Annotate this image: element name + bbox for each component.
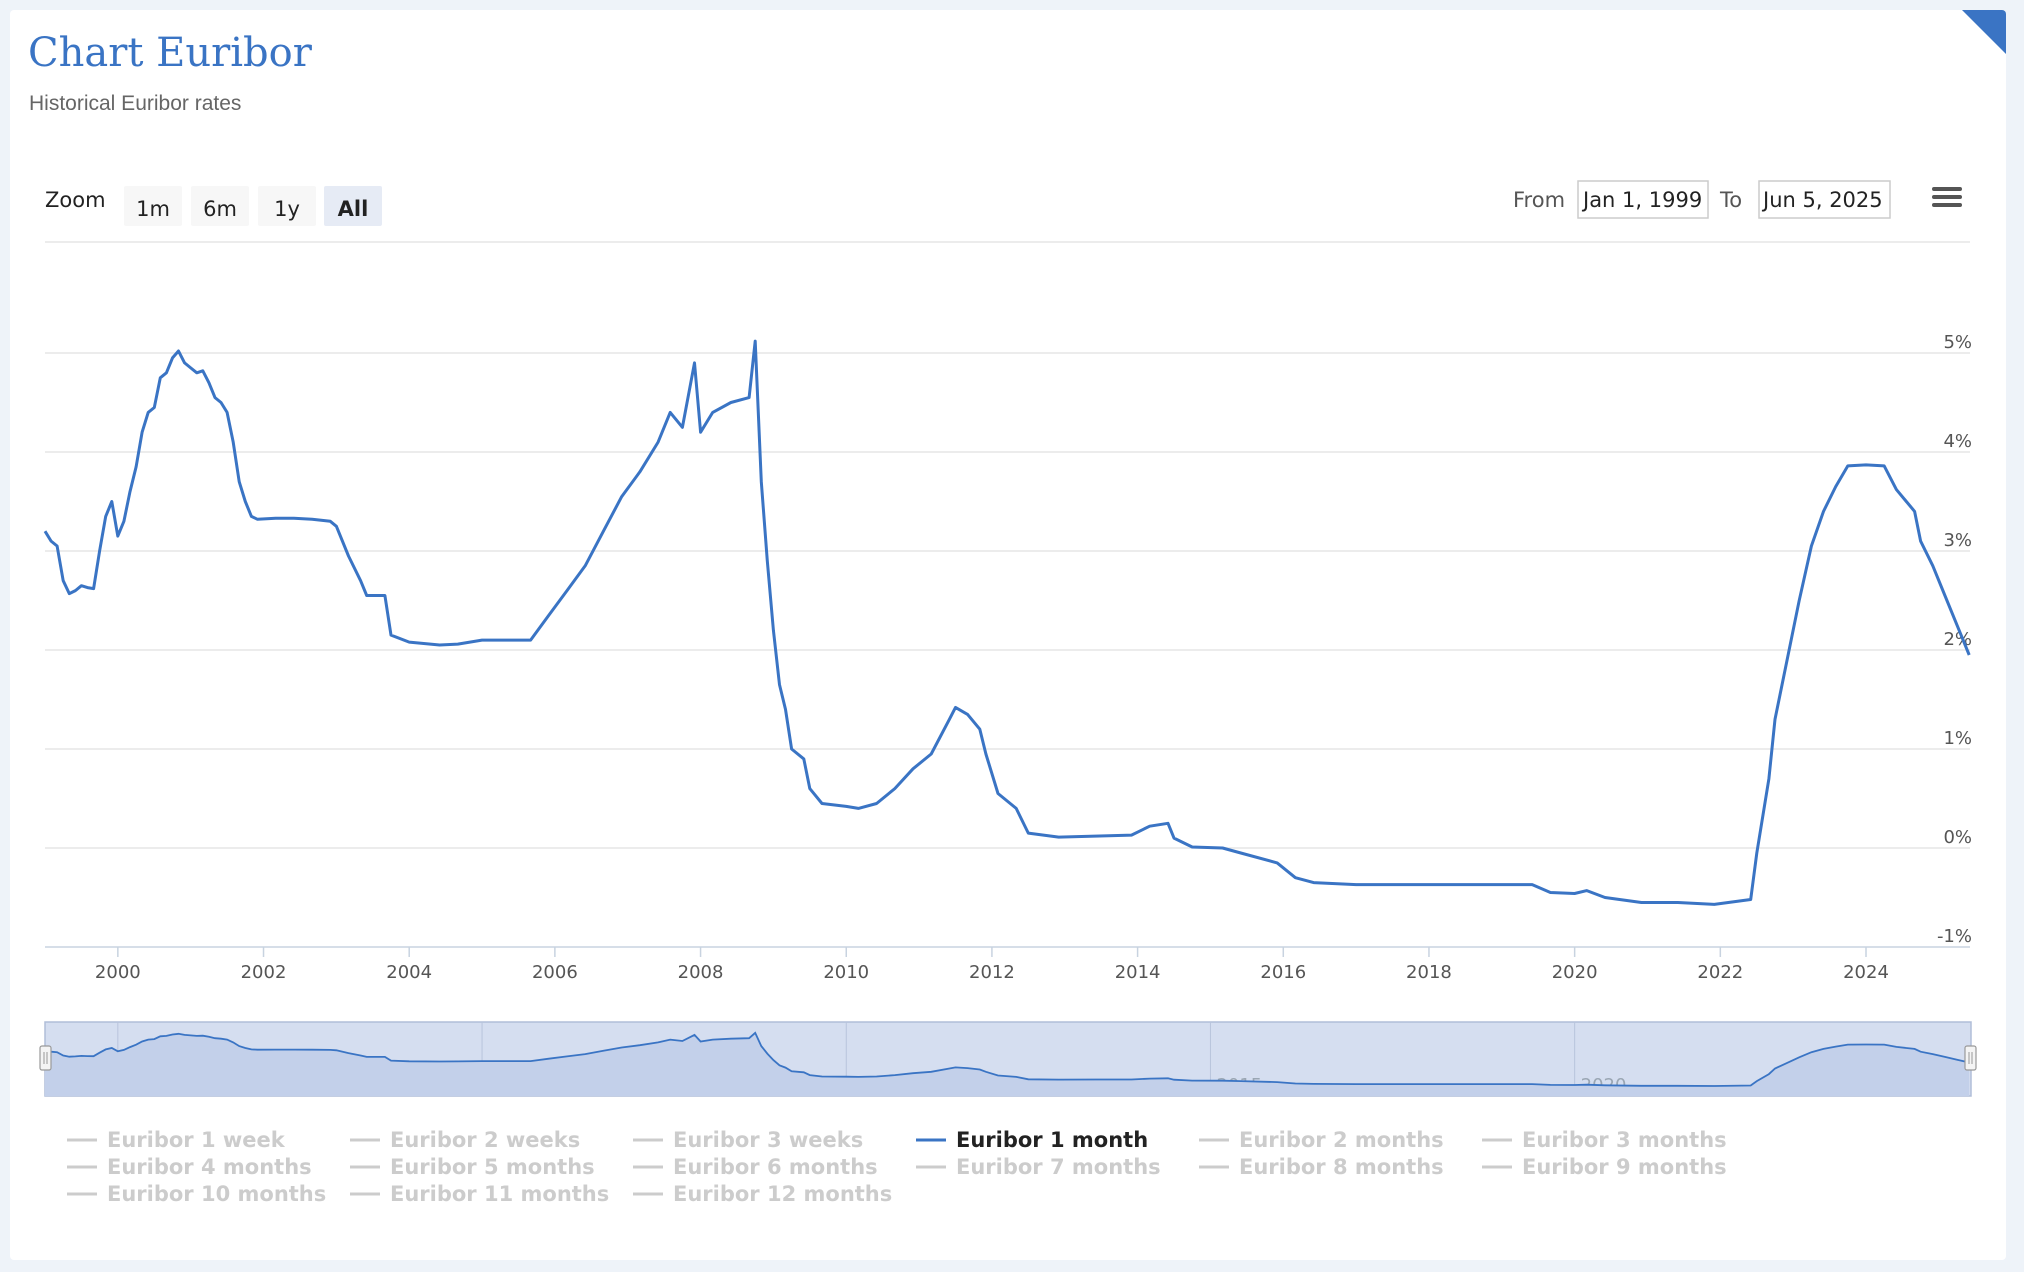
legend-item-euribor-10-months[interactable]: Euribor 10 months xyxy=(67,1182,326,1206)
legend-label: Euribor 8 months xyxy=(1239,1155,1444,1179)
legend-item-euribor-5-months[interactable]: Euribor 5 months xyxy=(350,1155,595,1179)
legend-label: Euribor 11 months xyxy=(390,1182,609,1206)
legend-label: Euribor 7 months xyxy=(956,1155,1161,1179)
zoom-button-6m[interactable]: 6m xyxy=(191,186,249,226)
hamburger-menu-icon[interactable] xyxy=(1929,185,1963,211)
x-axis-ticks: 2000 2002 2004 2006 2008 2010 2012 2014 2016 2018… xyxy=(95,947,1889,983)
zoom-label: Zoom xyxy=(45,188,106,212)
x-tick-label: 2004 xyxy=(386,962,432,983)
series-line-euribor-1-month[interactable] xyxy=(43,339,1971,906)
legend-label: Euribor 2 weeks xyxy=(390,1128,580,1152)
legend-item-euribor-11-months[interactable]: Euribor 11 months xyxy=(350,1182,609,1206)
grid-lines xyxy=(45,352,1970,948)
legend-item-euribor-8-months[interactable]: Euribor 8 months xyxy=(1199,1155,1444,1179)
corner-ribbon-icon xyxy=(1962,10,2006,54)
legend-label: Euribor 4 months xyxy=(107,1155,312,1179)
x-tick-label: 2008 xyxy=(678,962,724,983)
chart-subtitle: Historical Euribor rates xyxy=(29,92,242,115)
legend-label: Euribor 1 month xyxy=(956,1128,1148,1152)
y-tick-label: 3% xyxy=(1943,530,1972,551)
x-tick-label: 2010 xyxy=(823,962,869,983)
range-to-value: Jun 5, 2025 xyxy=(1761,188,1883,212)
zoom-button-label: All xyxy=(338,197,369,221)
y-tick-label: 2% xyxy=(1943,629,1972,650)
x-tick-label: 2024 xyxy=(1843,962,1889,983)
range-from-label: From xyxy=(1513,188,1565,212)
legend-label: Euribor 9 months xyxy=(1522,1155,1727,1179)
zoom-button-label: 6m xyxy=(203,197,237,221)
y-tick-label: 1% xyxy=(1943,728,1972,749)
legend: Euribor 1 week Euribor 2 weeks Euribor 3 w… xyxy=(67,1128,1727,1206)
zoom-button-label: 1m xyxy=(136,197,170,221)
zoom-buttons: 1m 6m 1y All xyxy=(124,186,382,226)
y-axis-ticks: 5% 4% 3% 2% 1% 0% -1% xyxy=(1937,332,1972,947)
legend-item-euribor-9-months[interactable]: Euribor 9 months xyxy=(1482,1155,1727,1179)
chart-card: Chart Euribor Historical Euribor rates Z… xyxy=(10,10,2006,1260)
zoom-button-label: 1y xyxy=(274,197,300,221)
legend-label: Euribor 2 months xyxy=(1239,1128,1444,1152)
range-from-input[interactable] xyxy=(1577,180,1709,219)
navigator-line xyxy=(44,1031,1970,1087)
legend-item-euribor-1-week[interactable]: Euribor 1 week xyxy=(67,1128,286,1152)
zoom-button-1y[interactable]: 1y xyxy=(258,186,316,226)
legend-label: Euribor 12 months xyxy=(673,1182,892,1206)
x-tick-label: 2012 xyxy=(969,962,1015,983)
x-tick-label: 2002 xyxy=(241,962,287,983)
legend-label: Euribor 6 months xyxy=(673,1155,878,1179)
navigator-handle-right[interactable] xyxy=(1964,1045,1977,1071)
legend-label: Euribor 1 week xyxy=(107,1128,286,1152)
x-tick-label: 2016 xyxy=(1260,962,1306,983)
x-tick-label: 2006 xyxy=(532,962,578,983)
navigator[interactable]: 20002005201020152020 xyxy=(39,1021,1977,1097)
legend-item-euribor-3-months[interactable]: Euribor 3 months xyxy=(1482,1128,1727,1152)
zoom-button-all[interactable]: All xyxy=(324,186,382,226)
legend-item-euribor-12-months[interactable]: Euribor 12 months xyxy=(633,1182,892,1206)
x-tick-label: 2000 xyxy=(95,962,141,983)
x-tick-label: 2014 xyxy=(1115,962,1161,983)
legend-item-euribor-6-months[interactable]: Euribor 6 months xyxy=(633,1155,878,1179)
chart-svg: Zoom 1m 6m 1y All From Jan 1, 1999 To Jun 5… xyxy=(39,180,1977,1206)
x-tick-label: 2022 xyxy=(1697,962,1743,983)
y-tick-label: 4% xyxy=(1943,431,1972,452)
x-tick-label: 2020 xyxy=(1552,962,1598,983)
legend-item-euribor-3-weeks[interactable]: Euribor 3 weeks xyxy=(633,1128,863,1152)
legend-label: Euribor 3 weeks xyxy=(673,1128,863,1152)
range-to-label: To xyxy=(1719,188,1742,212)
legend-item-euribor-2-months[interactable]: Euribor 2 months xyxy=(1199,1128,1444,1152)
navigator-area xyxy=(45,1032,1970,1096)
legend-label: Euribor 10 months xyxy=(107,1182,326,1206)
y-tick-label: 5% xyxy=(1943,332,1972,353)
navigator-handle-left[interactable] xyxy=(39,1045,52,1071)
legend-item-euribor-2-weeks[interactable]: Euribor 2 weeks xyxy=(350,1128,580,1152)
range-to-input[interactable] xyxy=(1758,180,1891,219)
y-tick-label: 0% xyxy=(1943,827,1972,848)
y-tick-label: -1% xyxy=(1937,926,1972,947)
range-from-value: Jan 1, 1999 xyxy=(1581,188,1702,212)
legend-label: Euribor 3 months xyxy=(1522,1128,1727,1152)
legend-item-euribor-7-months[interactable]: Euribor 7 months xyxy=(916,1155,1161,1179)
zoom-button-1m[interactable]: 1m xyxy=(124,186,182,226)
legend-item-euribor-4-months[interactable]: Euribor 4 months xyxy=(67,1155,312,1179)
x-tick-label: 2018 xyxy=(1406,962,1452,983)
chart-title: Chart Euribor xyxy=(28,30,312,76)
legend-item-euribor-1-month[interactable]: Euribor 1 month xyxy=(916,1128,1148,1152)
legend-label: Euribor 5 months xyxy=(390,1155,595,1179)
